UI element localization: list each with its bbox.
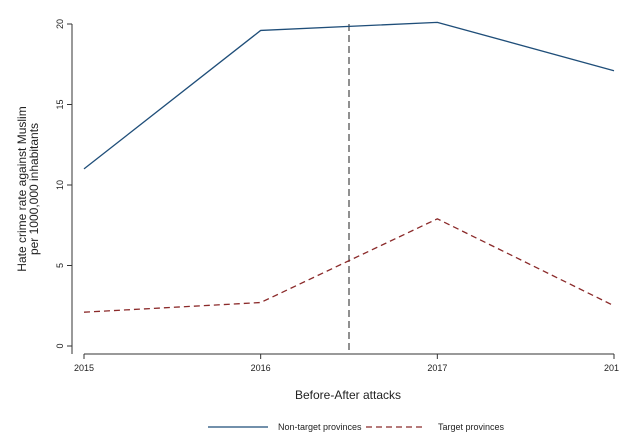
x-tick-label: 2018 [604,363,619,373]
y-tick-label: 10 [55,180,65,190]
legend: Non-target provinces Target provinces [208,422,505,432]
plot-area [83,21,615,354]
legend-label-target: Target provinces [438,422,505,432]
legend-label-non-target: Non-target provinces [278,422,362,432]
y-axis-title-line-1: Hate crime rate against Muslim [15,106,29,271]
series-line-target [83,218,615,313]
y-tick-label: 0 [55,343,65,348]
axes: 0 5 10 15 20 2015 2016 2017 2018 [55,19,619,373]
x-axis-title: Before-After attacks [295,388,401,402]
series-line-non-target [83,21,615,170]
y-tick-label: 5 [55,263,65,268]
y-axis-title-line-2: per 1000,000 inhabitants [27,123,41,255]
y-axis-title: Hate crime rate against Muslim per 1000,… [15,106,41,271]
y-tick-label: 20 [55,19,65,29]
y-tick-label: 15 [55,99,65,109]
x-tick-label: 2017 [427,363,447,373]
x-tick-label: 2015 [74,363,94,373]
x-tick-label: 2016 [251,363,271,373]
